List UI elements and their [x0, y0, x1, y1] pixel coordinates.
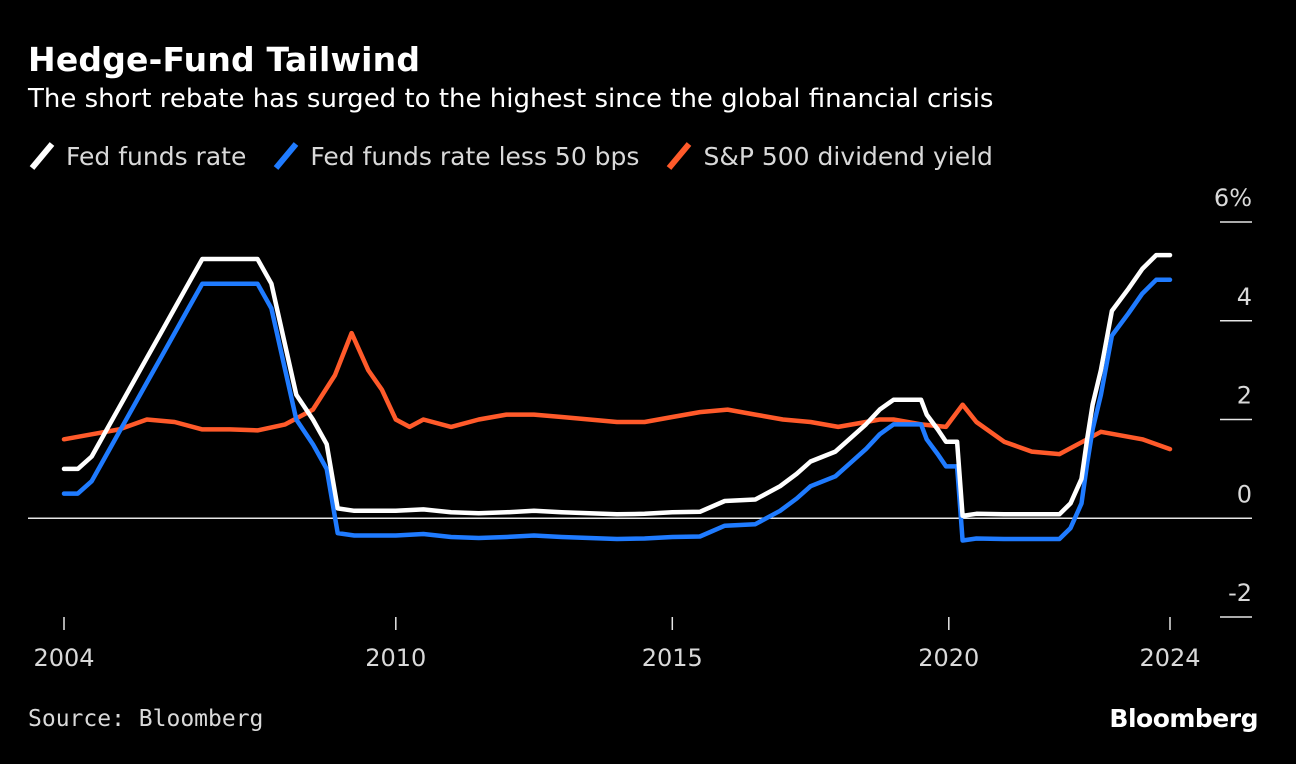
x-tick-label: 2024	[1139, 644, 1200, 672]
bloomberg-logo: Bloomberg	[1109, 704, 1258, 733]
series-line-fed-funds	[61, 252, 1173, 519]
x-tick-label: 2004	[33, 644, 94, 672]
x-tick-label: 2020	[918, 644, 979, 672]
legend-item-dividend-yield: S&P 500 dividend yield	[665, 140, 993, 172]
legend-swatch-fed-funds	[29, 142, 55, 170]
x-tick-label: 2010	[365, 644, 426, 672]
y-tick-label: -2	[1228, 579, 1252, 607]
legend-swatch-fed-funds-less-50	[274, 142, 299, 170]
legend-item-fed-funds-less-50: Fed funds rate less 50 bps	[272, 140, 639, 172]
legend-label-fed-funds: Fed funds rate	[66, 141, 247, 171]
legend-label-dividend-yield: S&P 500 dividend yield	[703, 141, 993, 171]
y-tick-label: 2	[1237, 382, 1252, 410]
series-line-fed-funds-less-50	[61, 277, 1173, 543]
y-tick-label: 4	[1237, 283, 1252, 311]
legend-label-fed-funds-less-50: Fed funds rate less 50 bps	[310, 141, 640, 171]
legend-swatch-dividend-yield	[667, 142, 692, 170]
source-note: Source: Bloomberg	[28, 706, 264, 732]
x-tick-label: 2015	[642, 644, 703, 672]
series-line-dividend-yield	[61, 330, 1173, 457]
legend: Fed funds rate Fed funds rate less 50 bp…	[28, 140, 1019, 172]
y-tick-label: 0	[1237, 480, 1252, 508]
chart-title: Hedge-Fund Tailwind	[28, 40, 421, 79]
y-tick-label: 6%	[1214, 184, 1252, 212]
chart-subtitle: The short rebate has surged to the highe…	[28, 84, 994, 114]
legend-item-fed-funds: Fed funds rate	[28, 140, 246, 172]
